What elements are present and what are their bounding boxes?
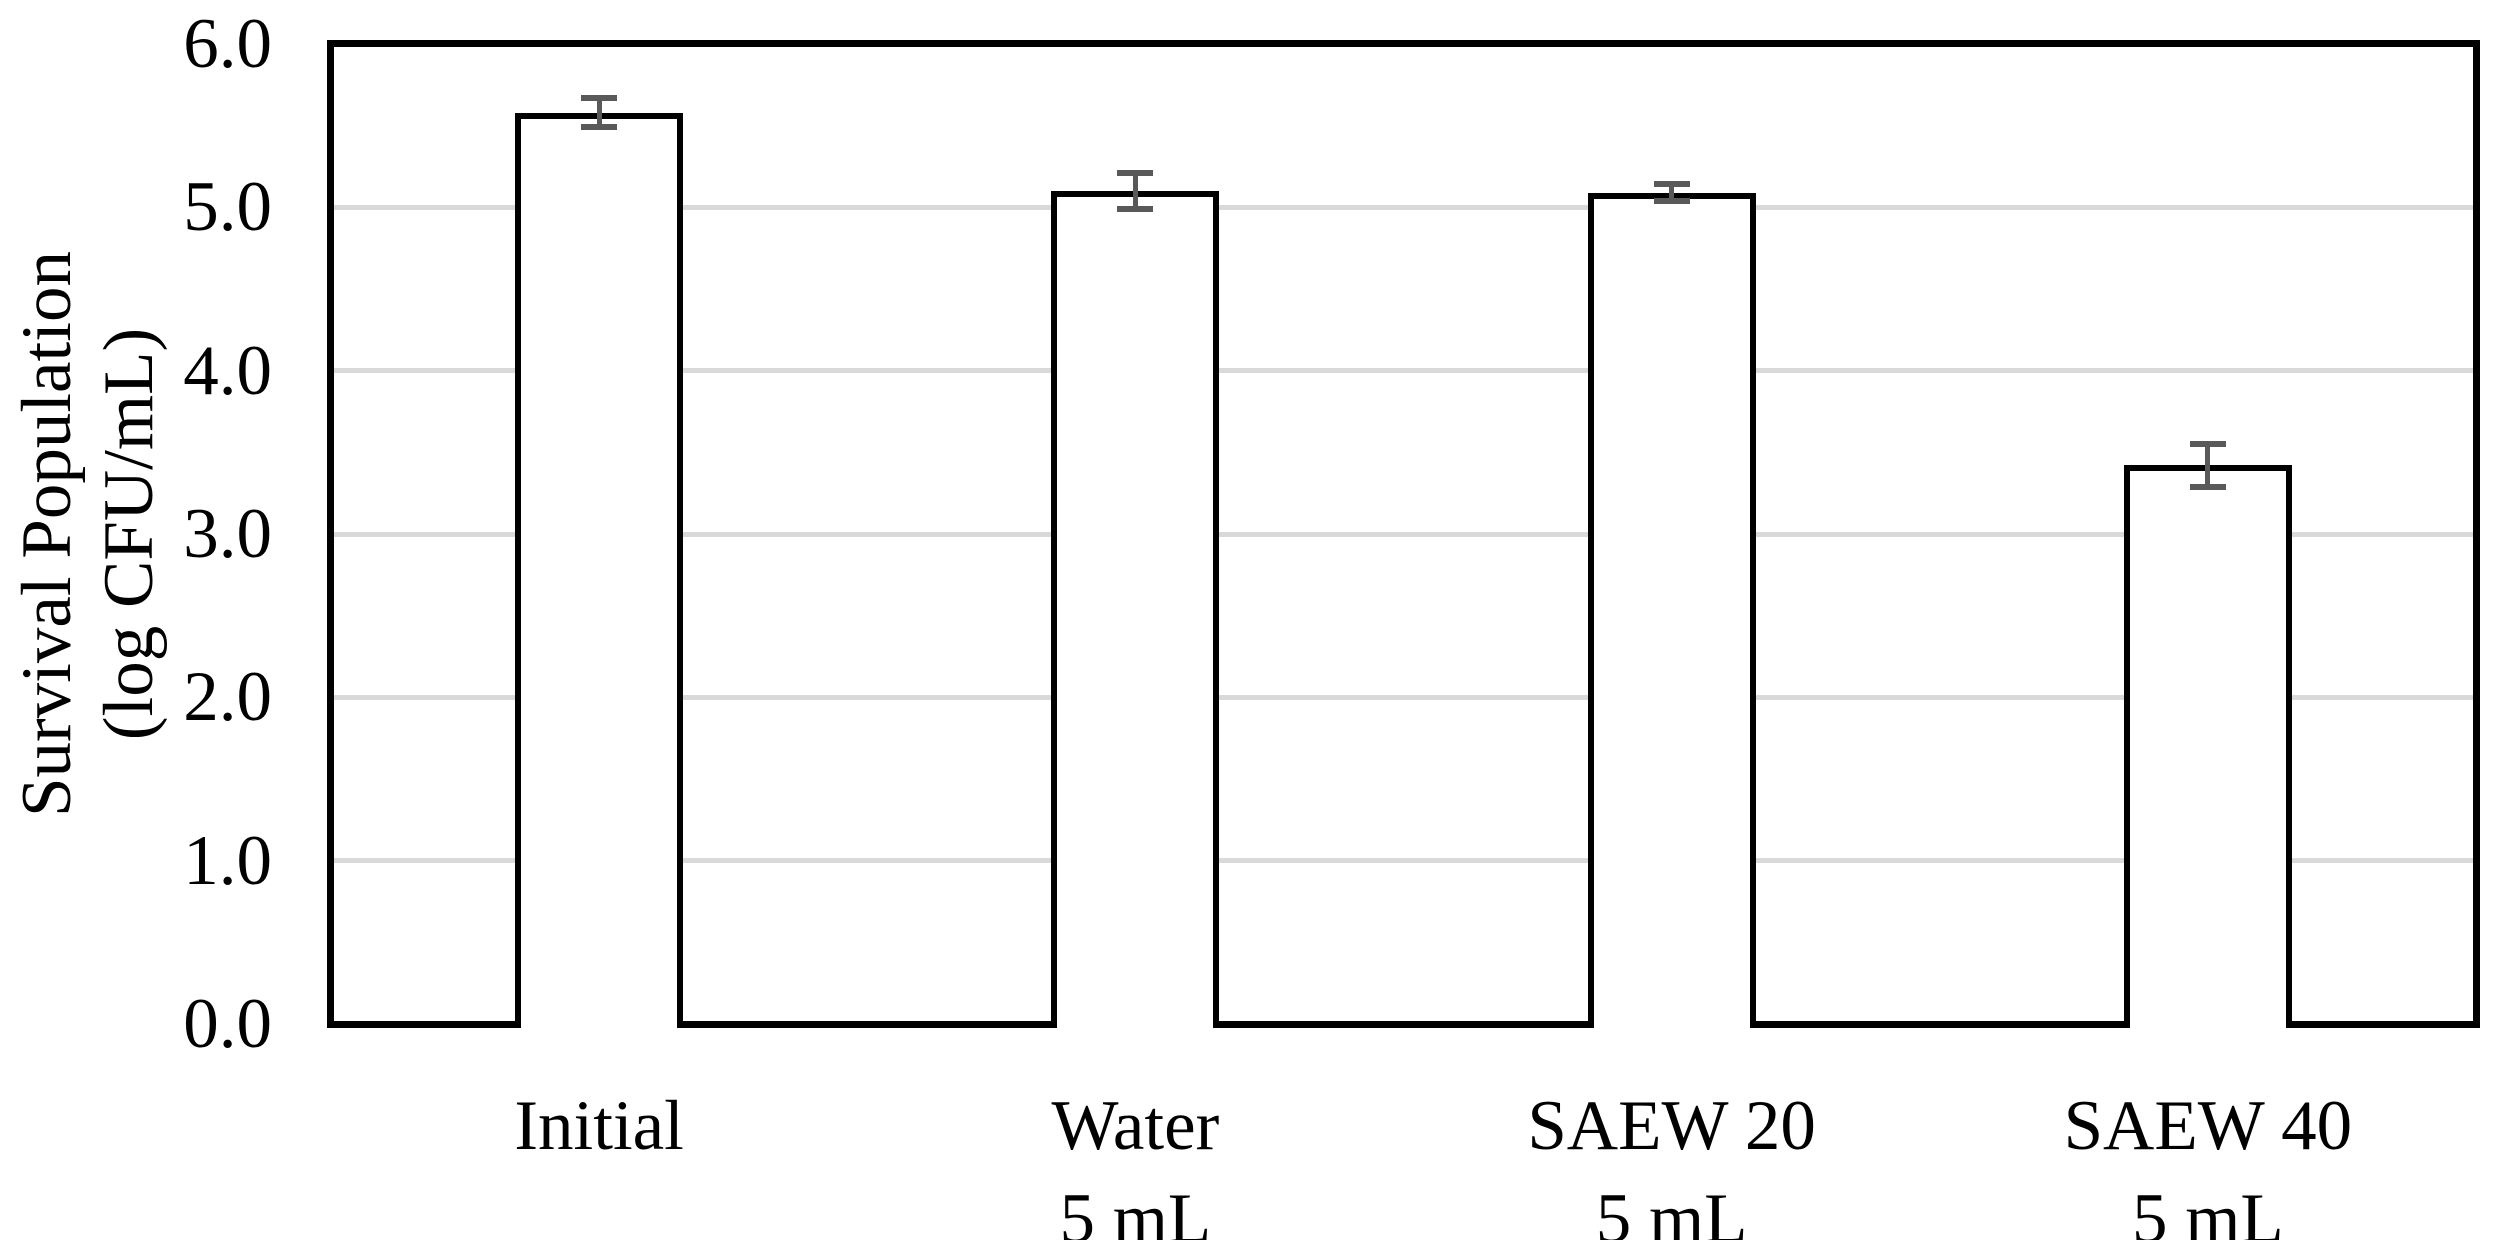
y-axis-tick-label: 0.0 — [183, 985, 272, 1063]
x-axis-label-line-2: 5 mL — [2131, 1180, 2284, 1240]
error-bar-upper-cap-water-5-ml — [1117, 170, 1154, 177]
y-axis-tick-label: 5.0 — [183, 168, 272, 247]
error-bar-lower-cap-initial — [581, 124, 618, 131]
error-bar-upper-cap-initial — [581, 94, 618, 101]
y-axis-tick-label: 6.0 — [183, 5, 272, 83]
bar-saew-40-5-ml — [2123, 465, 2292, 1028]
error-bar-saew-20-5-ml — [1669, 184, 1675, 201]
gridline — [331, 368, 2476, 374]
gridline — [331, 858, 2476, 864]
bar-initial — [515, 112, 684, 1028]
error-bar-lower-cap-saew-20-5-ml — [1653, 197, 1690, 204]
x-axis-label-line-1: Water — [1051, 1087, 1220, 1165]
y-axis-tick-label: 3.0 — [183, 495, 272, 573]
y-axis-tick-label: 4.0 — [183, 331, 272, 410]
x-axis-label-line-2: 5 mL — [1595, 1180, 1748, 1240]
x-axis-label-line-1: Initial — [514, 1087, 684, 1165]
y-axis-tick-label: 1.0 — [183, 821, 272, 900]
x-axis-label-line-1: SAEW 40 — [2063, 1087, 2353, 1165]
bar-water-5-ml — [1051, 191, 1220, 1028]
error-bar-upper-cap-saew-40-5-ml — [2189, 441, 2226, 448]
bar-saew-20-5-ml — [1587, 192, 1756, 1028]
x-axis-label-saew-20-5-ml: SAEW 20 5 mL — [1404, 1080, 1940, 1240]
x-axis-label-line-1: SAEW 20 — [1527, 1087, 1816, 1165]
x-axis-label-water-5-ml: Water 5 mL — [867, 1080, 1403, 1240]
x-axis-label-line-2: 5 mL — [1059, 1180, 1212, 1240]
error-bar-lower-cap-water-5-ml — [1117, 205, 1154, 212]
error-bar-water-5-ml — [1132, 173, 1138, 209]
error-bar-saew-40-5-ml — [2205, 444, 2211, 487]
x-axis-label-saew-40-5-ml: SAEW 40 5 mL — [1940, 1080, 2476, 1240]
gridline — [331, 694, 2476, 700]
gridline — [331, 531, 2476, 537]
error-bar-upper-cap-saew-20-5-ml — [1653, 181, 1690, 188]
error-bar-lower-cap-saew-40-5-ml — [2189, 483, 2226, 490]
x-axis-label-initial: Initial — [331, 1080, 867, 1173]
plot-area — [327, 40, 2480, 1028]
error-bar-initial — [596, 97, 602, 128]
gridline — [331, 204, 2476, 210]
y-axis-tick-label: 2.0 — [183, 658, 272, 737]
